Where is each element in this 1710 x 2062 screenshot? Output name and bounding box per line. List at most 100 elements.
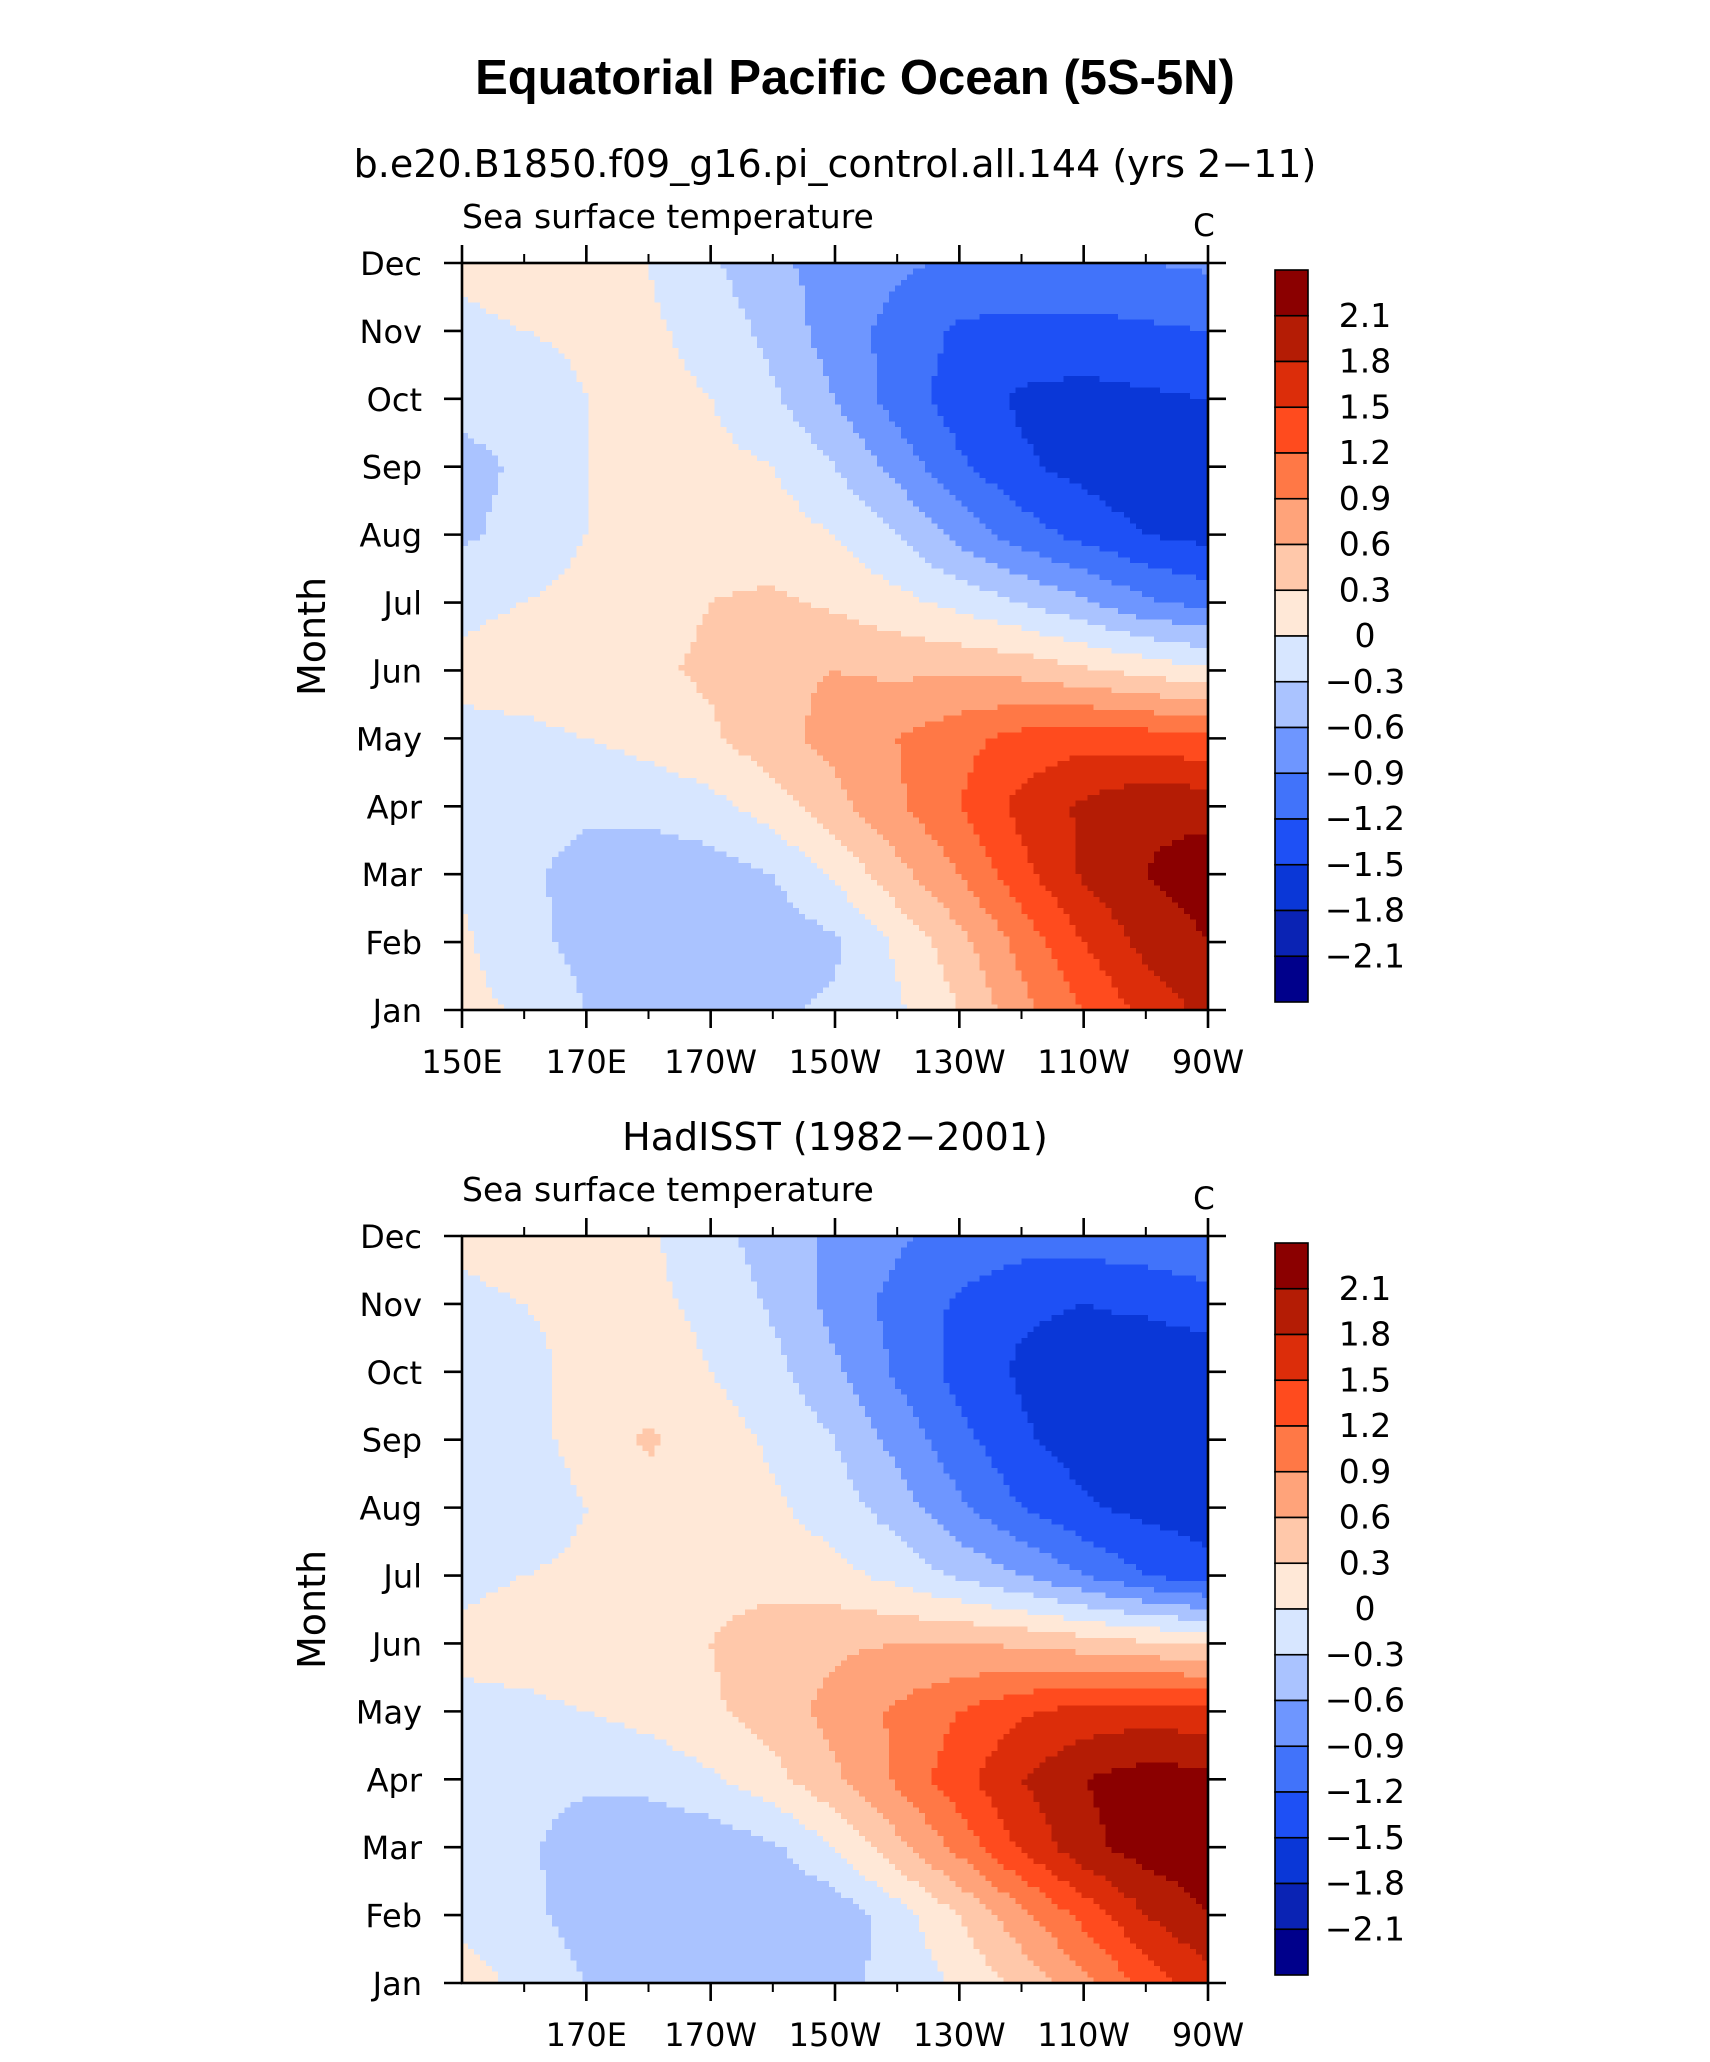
contour-cell [768,313,776,321]
contour-cell [624,285,632,292]
contour-cell [762,381,770,389]
contour-cell [1033,421,1041,428]
contour-cell [816,478,824,485]
contour-cell [1111,483,1119,490]
contour-cell [732,432,740,440]
contour-cell [1129,444,1137,451]
contour-cell [847,308,854,315]
contour-cell [1153,483,1161,490]
contour-cell [931,308,938,315]
contour-cell [1099,308,1107,315]
contour-cell [708,268,716,275]
contour-cell [949,483,956,490]
contour-cell [931,376,938,383]
contour-cell [931,319,938,326]
contour-cell [594,398,601,406]
contour-cell [768,404,776,411]
contour-cell [1003,381,1011,389]
contour-cell [1003,370,1011,377]
contour-cell [780,296,788,304]
contour-cell [792,421,800,428]
contour-cell [540,291,547,298]
contour-cell [774,291,782,298]
contour-cell [877,364,884,372]
contour-cell [907,370,914,377]
contour-cell [648,466,656,473]
contour-cell [1177,432,1185,440]
contour-cell [1003,268,1011,275]
contour-cell [1051,421,1059,428]
contour-cell [1057,347,1065,355]
contour-cell [1015,347,1023,355]
contour-cell [720,296,728,304]
contour-cell [1039,353,1047,360]
contour-cell [1045,387,1053,394]
contour-cell [738,336,746,343]
contour-cell [1093,296,1101,304]
contour-cell [883,268,890,275]
contour-cell [504,291,511,298]
contour-cell [522,370,529,377]
contour-cell [1003,376,1011,383]
contour-cell [810,319,818,326]
contour-cell [732,427,740,434]
contour-cell [744,404,752,411]
contour-cell [612,285,620,292]
contour-cell [1033,410,1041,417]
contour-cell [1111,313,1119,321]
contour-cell [504,308,511,315]
contour-cell [1189,313,1197,321]
contour-cell [612,449,620,457]
contour-cell [1123,325,1131,332]
contour-cell [835,279,842,287]
contour-cell [1141,381,1149,389]
contour-cell [648,353,656,360]
contour-cell [841,455,848,462]
contour-cell [1081,415,1089,423]
contour-cell [660,302,668,309]
contour-cell [798,296,806,304]
contour-cell [1099,279,1107,287]
contour-cell [618,438,626,445]
contour-cell [750,370,758,377]
contour-cell [726,410,734,417]
contour-cell [462,489,469,496]
contour-cell [1009,291,1017,298]
contour-cell [474,274,481,281]
contour-cell [1003,472,1011,479]
contour-cell [774,370,782,377]
contour-cell [732,438,740,445]
contour-cell [762,370,770,377]
contour-cell [516,478,523,485]
contour-cell [786,415,794,423]
contour-cell [1057,376,1065,383]
contour-cell [474,268,481,275]
contour-cell [1087,478,1095,485]
contour-cell [1159,398,1167,406]
contour-cell [672,444,680,451]
contour-cell [696,427,704,434]
contour-cell [564,268,571,275]
contour-cell [1141,336,1149,343]
contour-cell [780,370,788,377]
contour-cell [678,393,686,400]
contour-cell [1117,466,1125,473]
contour-cell [510,489,517,496]
contour-cell [546,296,553,304]
contour-cell [877,325,884,332]
contour-cell [1027,313,1035,321]
contour-cell [883,483,890,490]
contour-cell [871,455,878,462]
contour-cell [1045,364,1053,372]
contour-cell [522,461,529,468]
contour-cell [1111,376,1119,383]
contour-cell [871,291,878,298]
contour-cell [985,268,993,275]
contour-cell [636,404,644,411]
contour-cell [1201,421,1209,428]
contour-cell [462,421,469,428]
contour-cell [1099,461,1107,468]
contour-cell [895,347,902,355]
contour-cell [738,274,746,281]
contour-cell [967,296,974,304]
